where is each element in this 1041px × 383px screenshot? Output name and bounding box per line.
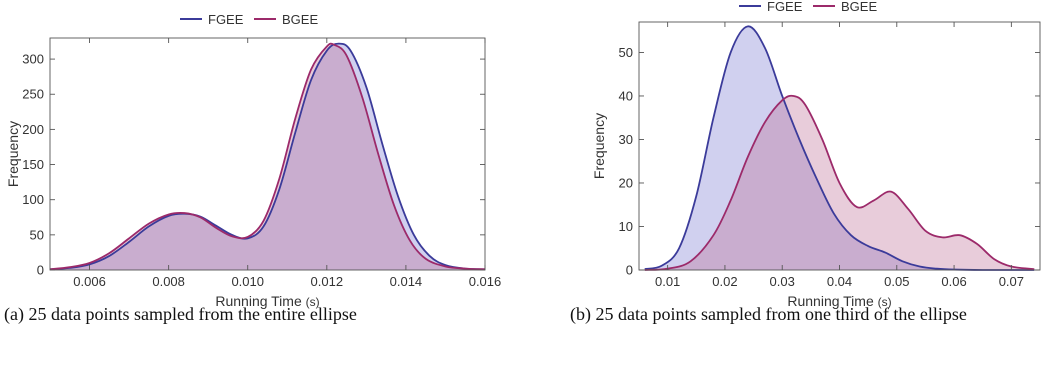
x-axis-label: Running Time (s) (787, 293, 891, 309)
y-axis-label: Frequency (5, 121, 21, 187)
x-tick-label: 0.05 (884, 274, 909, 289)
x-tick-label: 0.07 (999, 274, 1024, 289)
x-axis-unit: (s) (878, 295, 892, 309)
x-tick-label: 0.014 (390, 274, 423, 289)
y-tick-label: 30 (619, 132, 633, 147)
series-line-fgee (644, 25, 1035, 271)
y-tick-label: 0 (37, 263, 44, 278)
series-line-bgee (644, 94, 1035, 271)
series-line-bgee (49, 42, 486, 271)
plot-frame (49, 37, 486, 271)
caption-a: (a) 25 data points sampled from the enti… (4, 304, 357, 324)
y-tick-label: 200 (22, 122, 44, 137)
x-tick-label: 0.006 (73, 274, 106, 289)
legend: FGEE BGEE (739, 0, 877, 14)
x-tick-label: 0.01 (655, 274, 680, 289)
panel-a: 0.006 0.008 0.010 0.012 0.014 0.016 0 50 100 150 2… (0, 0, 520, 383)
x-tick-label: 0.06 (941, 274, 966, 289)
x-tick-label: 0.008 (152, 274, 185, 289)
y-tick-label: 20 (619, 175, 633, 190)
legend-label-bgee: BGEE (282, 12, 318, 27)
caption-b: (b) 25 data points sampled from one thir… (570, 304, 967, 324)
x-tick-label: 0.010 (231, 274, 264, 289)
y-tick-label: 150 (22, 157, 44, 172)
x-tick-label: 0.016 (469, 274, 502, 289)
y-tick-label: 50 (619, 45, 633, 60)
x-tick-label: 0.03 (770, 274, 795, 289)
y-tick-label: 300 (22, 52, 44, 67)
legend: FGEE BGEE (180, 12, 318, 27)
y-tick-label: 100 (22, 192, 44, 207)
y-tick-label: 10 (619, 219, 633, 234)
x-axis-label: Running Time (s) (215, 293, 319, 309)
series-area-fgee (644, 26, 1035, 271)
y-axis-label: Frequency (591, 113, 607, 179)
series-area-fgee (50, 43, 485, 270)
legend-label-fgee: FGEE (208, 12, 244, 27)
panel-b: 0.01 0.02 0.03 0.04 0.05 0.06 0.07 0 10 20 30 40 50 R… (560, 0, 1041, 383)
x-tick-label: 0.012 (311, 274, 344, 289)
series-line-fgee (49, 42, 486, 271)
y-tick-label: 40 (619, 88, 633, 103)
legend-label-fgee: FGEE (767, 0, 803, 14)
x-axis-unit: (s) (306, 295, 320, 309)
y-tick-label: 250 (22, 87, 44, 102)
series-area-bgee (50, 43, 485, 271)
y-tick-label: 0 (626, 263, 633, 278)
y-tick-label: 50 (30, 227, 44, 242)
x-tick-label: 0.04 (827, 274, 852, 289)
series-area-bgee (644, 95, 1035, 270)
legend-label-bgee: BGEE (841, 0, 877, 14)
chart-b: 0.01 0.02 0.03 0.04 0.05 0.06 0.07 0 10 20 30 40 50 R… (591, 0, 1041, 309)
chart-a: 0.006 0.008 0.010 0.012 0.014 0.016 0 50 100 150 2… (5, 12, 502, 309)
x-tick-label: 0.02 (712, 274, 737, 289)
